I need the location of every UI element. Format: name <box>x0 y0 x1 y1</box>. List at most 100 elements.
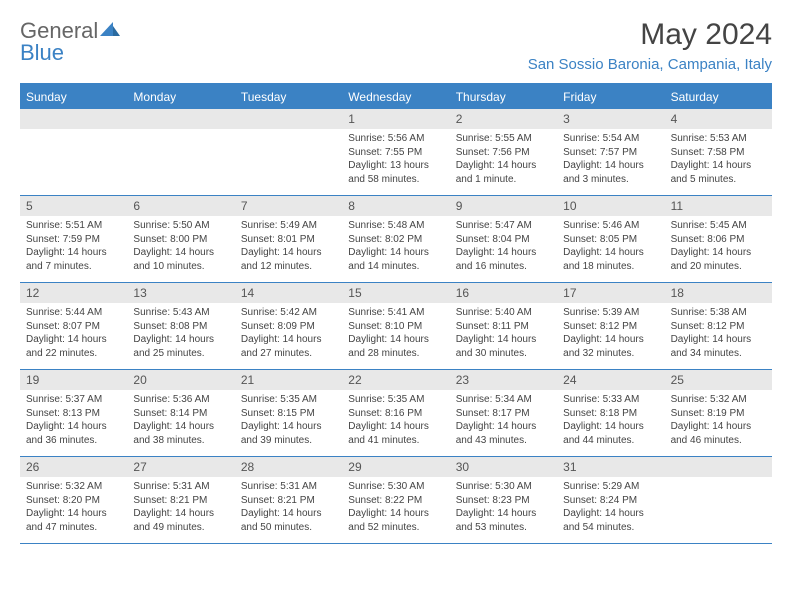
sunrise-line: Sunrise: 5:31 AM <box>241 480 336 494</box>
sunrise-line: Sunrise: 5:47 AM <box>456 219 551 233</box>
day-number: 17 <box>557 283 664 303</box>
brand-logo: GeneralBlue <box>20 18 118 64</box>
day-cell: 19Sunrise: 5:37 AMSunset: 8:13 PMDayligh… <box>20 370 127 456</box>
day-details: Sunrise: 5:54 AMSunset: 7:57 PMDaylight:… <box>557 129 664 192</box>
page: GeneralBlue May 2024 San Sossio Baronia,… <box>0 0 792 544</box>
calendar: SundayMondayTuesdayWednesdayThursdayFrid… <box>20 83 772 544</box>
day-cell: 23Sunrise: 5:34 AMSunset: 8:17 PMDayligh… <box>450 370 557 456</box>
sunrise-line: Sunrise: 5:49 AM <box>241 219 336 233</box>
day-number: 5 <box>20 196 127 216</box>
daylight-line: Daylight: 14 hours and 49 minutes. <box>133 507 228 534</box>
daylight-line: Daylight: 14 hours and 36 minutes. <box>26 420 121 447</box>
daylight-line: Daylight: 14 hours and 3 minutes. <box>563 159 658 186</box>
location-subtitle: San Sossio Baronia, Campania, Italy <box>528 56 772 73</box>
day-cell: 2Sunrise: 5:55 AMSunset: 7:56 PMDaylight… <box>450 109 557 195</box>
day-details: Sunrise: 5:44 AMSunset: 8:07 PMDaylight:… <box>20 303 127 366</box>
day-number: 15 <box>342 283 449 303</box>
day-details: Sunrise: 5:41 AMSunset: 8:10 PMDaylight:… <box>342 303 449 366</box>
sunset-line: Sunset: 8:08 PM <box>133 320 228 334</box>
sunset-line: Sunset: 8:12 PM <box>671 320 766 334</box>
sunrise-line: Sunrise: 5:55 AM <box>456 132 551 146</box>
week-row: 19Sunrise: 5:37 AMSunset: 8:13 PMDayligh… <box>20 370 772 457</box>
sunset-line: Sunset: 8:21 PM <box>133 494 228 508</box>
daylight-line: Daylight: 14 hours and 32 minutes. <box>563 333 658 360</box>
day-number: 14 <box>235 283 342 303</box>
day-cell: 12Sunrise: 5:44 AMSunset: 8:07 PMDayligh… <box>20 283 127 369</box>
day-details: Sunrise: 5:55 AMSunset: 7:56 PMDaylight:… <box>450 129 557 192</box>
sunrise-line: Sunrise: 5:44 AM <box>26 306 121 320</box>
sunset-line: Sunset: 8:01 PM <box>241 233 336 247</box>
daylight-line: Daylight: 14 hours and 47 minutes. <box>26 507 121 534</box>
sunrise-line: Sunrise: 5:50 AM <box>133 219 228 233</box>
daylight-line: Daylight: 14 hours and 46 minutes. <box>671 420 766 447</box>
day-cell: 1Sunrise: 5:56 AMSunset: 7:55 PMDaylight… <box>342 109 449 195</box>
sunrise-line: Sunrise: 5:35 AM <box>348 393 443 407</box>
sunset-line: Sunset: 8:22 PM <box>348 494 443 508</box>
day-cell: 4Sunrise: 5:53 AMSunset: 7:58 PMDaylight… <box>665 109 772 195</box>
week-row: 12Sunrise: 5:44 AMSunset: 8:07 PMDayligh… <box>20 283 772 370</box>
day-cell: 17Sunrise: 5:39 AMSunset: 8:12 PMDayligh… <box>557 283 664 369</box>
day-cell: 20Sunrise: 5:36 AMSunset: 8:14 PMDayligh… <box>127 370 234 456</box>
daylight-line: Daylight: 14 hours and 53 minutes. <box>456 507 551 534</box>
daylight-line: Daylight: 14 hours and 16 minutes. <box>456 246 551 273</box>
daylight-line: Daylight: 14 hours and 38 minutes. <box>133 420 228 447</box>
sunrise-line: Sunrise: 5:40 AM <box>456 306 551 320</box>
day-number: 23 <box>450 370 557 390</box>
sunrise-line: Sunrise: 5:56 AM <box>348 132 443 146</box>
day-number: 4 <box>665 109 772 129</box>
sunrise-line: Sunrise: 5:35 AM <box>241 393 336 407</box>
day-details: Sunrise: 5:35 AMSunset: 8:16 PMDaylight:… <box>342 390 449 453</box>
day-header-thursday: Thursday <box>450 85 557 109</box>
day-number: 12 <box>20 283 127 303</box>
sunset-line: Sunset: 8:16 PM <box>348 407 443 421</box>
daylight-line: Daylight: 14 hours and 44 minutes. <box>563 420 658 447</box>
day-number: 25 <box>665 370 772 390</box>
day-header-friday: Friday <box>557 85 664 109</box>
day-number: 10 <box>557 196 664 216</box>
day-headers-row: SundayMondayTuesdayWednesdayThursdayFrid… <box>20 85 772 109</box>
empty-cell <box>235 109 342 195</box>
week-row: 1Sunrise: 5:56 AMSunset: 7:55 PMDaylight… <box>20 109 772 196</box>
day-number <box>20 109 127 129</box>
day-number: 24 <box>557 370 664 390</box>
day-details: Sunrise: 5:34 AMSunset: 8:17 PMDaylight:… <box>450 390 557 453</box>
day-cell: 3Sunrise: 5:54 AMSunset: 7:57 PMDaylight… <box>557 109 664 195</box>
sunrise-line: Sunrise: 5:38 AM <box>671 306 766 320</box>
title-block: May 2024 San Sossio Baronia, Campania, I… <box>528 18 772 73</box>
sunset-line: Sunset: 8:05 PM <box>563 233 658 247</box>
day-number: 13 <box>127 283 234 303</box>
sunrise-line: Sunrise: 5:34 AM <box>456 393 551 407</box>
sunset-line: Sunset: 8:24 PM <box>563 494 658 508</box>
day-cell: 8Sunrise: 5:48 AMSunset: 8:02 PMDaylight… <box>342 196 449 282</box>
day-number: 9 <box>450 196 557 216</box>
sunset-line: Sunset: 8:10 PM <box>348 320 443 334</box>
day-cell: 27Sunrise: 5:31 AMSunset: 8:21 PMDayligh… <box>127 457 234 543</box>
sunrise-line: Sunrise: 5:46 AM <box>563 219 658 233</box>
sunset-line: Sunset: 8:00 PM <box>133 233 228 247</box>
day-cell: 26Sunrise: 5:32 AMSunset: 8:20 PMDayligh… <box>20 457 127 543</box>
day-details: Sunrise: 5:50 AMSunset: 8:00 PMDaylight:… <box>127 216 234 279</box>
day-number: 18 <box>665 283 772 303</box>
sunrise-line: Sunrise: 5:41 AM <box>348 306 443 320</box>
sunrise-line: Sunrise: 5:53 AM <box>671 132 766 146</box>
day-details: Sunrise: 5:32 AMSunset: 8:20 PMDaylight:… <box>20 477 127 540</box>
daylight-line: Daylight: 14 hours and 18 minutes. <box>563 246 658 273</box>
day-number: 21 <box>235 370 342 390</box>
sunrise-line: Sunrise: 5:29 AM <box>563 480 658 494</box>
day-cell: 29Sunrise: 5:30 AMSunset: 8:22 PMDayligh… <box>342 457 449 543</box>
sunrise-line: Sunrise: 5:32 AM <box>26 480 121 494</box>
sunset-line: Sunset: 7:57 PM <box>563 146 658 160</box>
day-number: 26 <box>20 457 127 477</box>
day-header-monday: Monday <box>127 85 234 109</box>
day-cell: 28Sunrise: 5:31 AMSunset: 8:21 PMDayligh… <box>235 457 342 543</box>
day-details: Sunrise: 5:31 AMSunset: 8:21 PMDaylight:… <box>127 477 234 540</box>
day-cell: 18Sunrise: 5:38 AMSunset: 8:12 PMDayligh… <box>665 283 772 369</box>
daylight-line: Daylight: 14 hours and 50 minutes. <box>241 507 336 534</box>
sunrise-line: Sunrise: 5:45 AM <box>671 219 766 233</box>
day-number: 3 <box>557 109 664 129</box>
day-number: 19 <box>20 370 127 390</box>
day-number: 31 <box>557 457 664 477</box>
day-number: 2 <box>450 109 557 129</box>
day-details: Sunrise: 5:51 AMSunset: 7:59 PMDaylight:… <box>20 216 127 279</box>
day-details: Sunrise: 5:38 AMSunset: 8:12 PMDaylight:… <box>665 303 772 366</box>
